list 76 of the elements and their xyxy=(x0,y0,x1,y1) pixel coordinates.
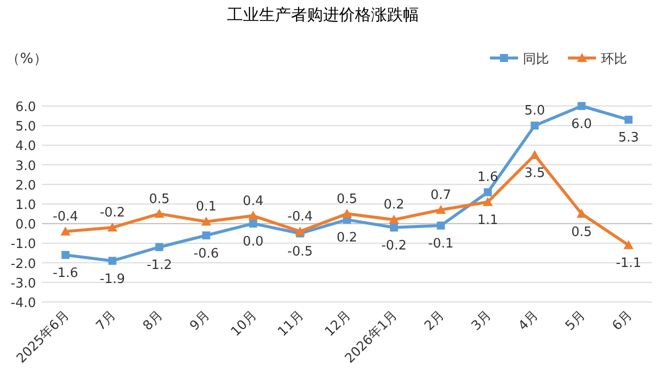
point xyxy=(388,214,399,224)
label: 3.5 xyxy=(524,166,546,181)
ytick: 0.0 xyxy=(15,218,36,233)
point xyxy=(108,256,116,265)
point xyxy=(624,240,634,250)
title: 工业生产者购进价格涨跌幅 xyxy=(227,5,419,24)
xtick: 3月 xyxy=(468,308,495,334)
label: 0.2 xyxy=(336,230,358,246)
label: 0.7 xyxy=(430,188,452,203)
point xyxy=(436,204,446,214)
ytick: -3.0 xyxy=(10,276,36,292)
ytick: 1.0 xyxy=(15,198,36,213)
point xyxy=(576,208,587,218)
label: 0.1 xyxy=(196,200,217,215)
point xyxy=(249,220,258,228)
label: 0.2 xyxy=(384,198,404,213)
label: -0.4 xyxy=(52,209,78,224)
label: 5.0 xyxy=(524,104,546,119)
label: 1.1 xyxy=(477,213,498,228)
label: -0.5 xyxy=(287,244,313,260)
point xyxy=(60,226,70,236)
point xyxy=(61,250,70,259)
label: -0.4 xyxy=(287,209,313,224)
label: 6.0 xyxy=(571,117,592,132)
point xyxy=(482,197,493,206)
point xyxy=(342,208,352,218)
label: -1.9 xyxy=(100,272,126,287)
ytick: 6.0 xyxy=(15,100,36,115)
label: 0.4 xyxy=(242,194,264,209)
point xyxy=(530,122,539,130)
label: 0.5 xyxy=(571,224,592,240)
label: 0.0 xyxy=(242,234,264,250)
xtick: 6月 xyxy=(610,308,636,334)
label: 0.5 xyxy=(148,192,170,207)
point xyxy=(484,188,492,196)
label: 0.5 xyxy=(336,192,358,207)
label: -1.2 xyxy=(146,258,172,274)
label: 5.3 xyxy=(618,130,639,146)
point xyxy=(390,224,398,232)
point xyxy=(202,231,210,240)
point xyxy=(530,150,540,159)
xtick: 4月 xyxy=(516,308,542,334)
xtick: 2月 xyxy=(422,308,448,334)
xtick: 10月 xyxy=(228,308,260,340)
ytick: -4.0 xyxy=(10,296,36,311)
ytick: 2.0 xyxy=(15,178,36,194)
point xyxy=(436,222,445,230)
label: -1.1 xyxy=(616,256,642,272)
point xyxy=(154,208,164,218)
ytick: -2.0 xyxy=(10,256,36,272)
label: -0.2 xyxy=(100,206,126,221)
xtick: 11月 xyxy=(275,308,307,340)
xtick: 9月 xyxy=(187,308,214,334)
legend: 环比 xyxy=(601,52,627,67)
xtick: 12月 xyxy=(322,308,354,340)
label: -1.6 xyxy=(52,266,78,281)
xtick: 5月 xyxy=(562,308,588,334)
xtick: 8月 xyxy=(140,308,166,334)
point xyxy=(295,226,306,236)
label: 1.6 xyxy=(477,170,498,186)
label: -0.6 xyxy=(194,246,219,262)
point xyxy=(248,210,258,220)
ytick: -1.0 xyxy=(10,237,36,252)
point xyxy=(155,243,164,252)
label: -0.2 xyxy=(381,238,407,254)
ytick: 3.0 xyxy=(15,158,36,174)
point xyxy=(201,216,212,226)
point xyxy=(578,102,586,110)
ytick: 5.0 xyxy=(15,120,36,135)
point xyxy=(107,222,118,232)
legend: 同比 xyxy=(523,52,549,67)
point xyxy=(624,116,633,124)
label: -0.1 xyxy=(428,236,454,252)
xtick: 7月 xyxy=(94,308,120,334)
ytick: 4.0 xyxy=(15,139,36,154)
ylabel: （%） xyxy=(6,51,48,67)
